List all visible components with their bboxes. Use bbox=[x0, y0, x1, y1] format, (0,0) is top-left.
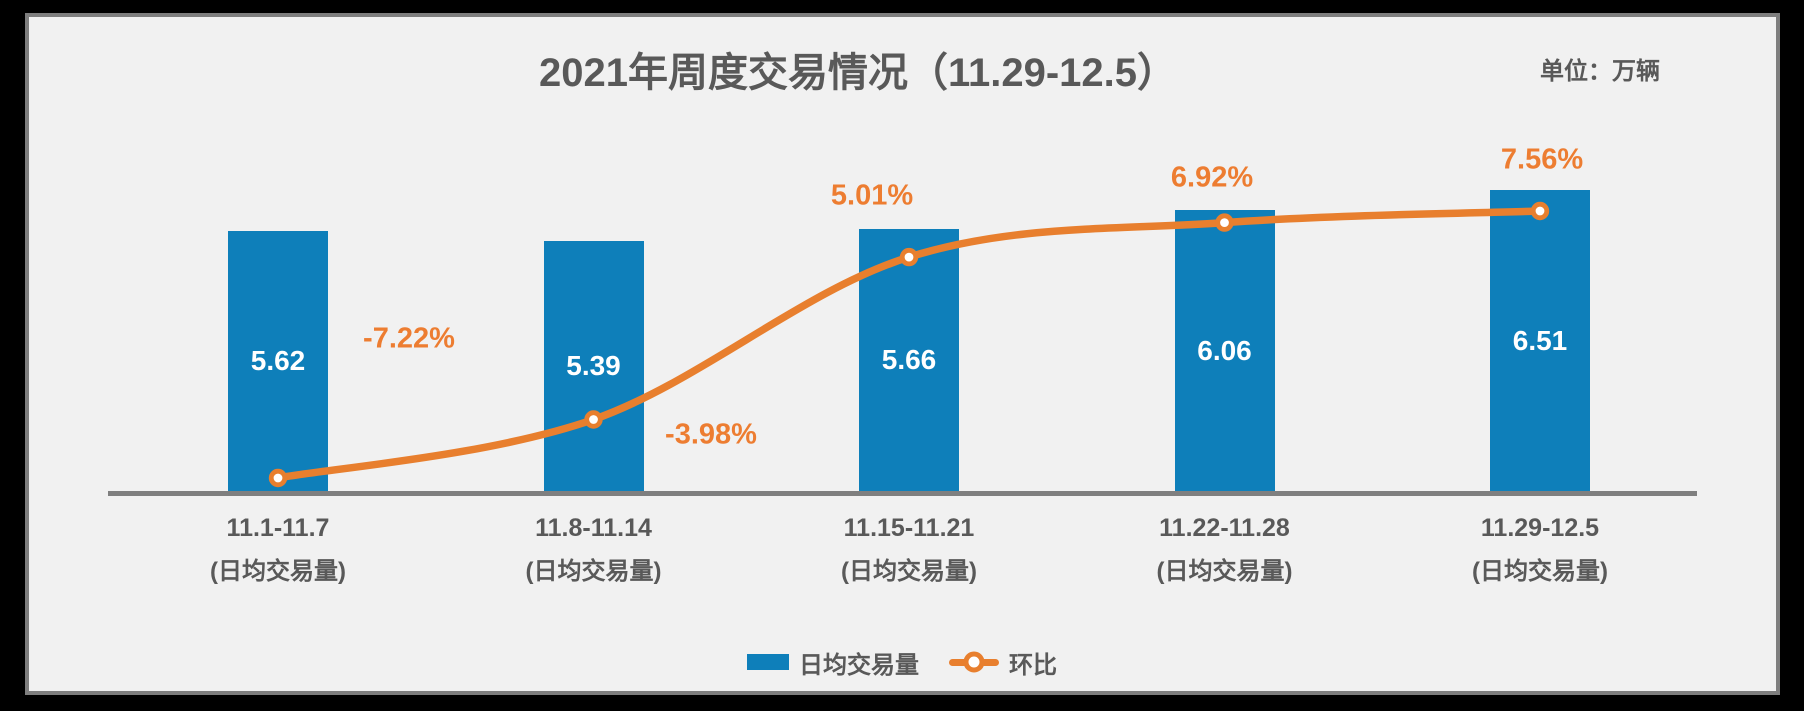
bar-value-label: 5.62 bbox=[250, 345, 306, 376]
line-data-label: -7.22% bbox=[363, 322, 455, 355]
legend-bar-label: 日均交易量 bbox=[799, 651, 919, 679]
x-axis-line bbox=[108, 491, 1697, 496]
line-data-label: 7.56% bbox=[1500, 143, 1584, 176]
bar-value-label: 5.39 bbox=[566, 350, 621, 381]
line-marker-icon bbox=[963, 651, 985, 673]
x-tick-sublabel: (日均交易量) bbox=[525, 558, 662, 585]
chart-title: 2021年周度交易情况（11.29-12.5） bbox=[538, 51, 1178, 95]
x-tick-sublabel: (日均交易量) bbox=[841, 558, 977, 585]
unit-label: 单位：万辆 bbox=[1540, 58, 1660, 85]
legend-item-bar: 日均交易量 bbox=[747, 645, 919, 680]
x-tick-sublabel: (日均交易量) bbox=[210, 558, 346, 585]
bar-value-label: 6.06 bbox=[1197, 334, 1252, 366]
legend-item-line: 环比 bbox=[949, 645, 1057, 680]
bar: 6.51 bbox=[1490, 190, 1590, 491]
line-data-label: 5.01% bbox=[830, 179, 914, 212]
line-series-swatch bbox=[949, 651, 999, 673]
legend-line-label: 环比 bbox=[1009, 651, 1057, 679]
x-tick-sublabel: (日均交易量) bbox=[1156, 558, 1293, 585]
x-tick-label: 11.15-11.21 bbox=[843, 514, 975, 542]
bar: 5.66 bbox=[859, 229, 959, 491]
legend: 日均交易量 环比 bbox=[0, 644, 1804, 680]
x-tick-label: 11.8-11.14 bbox=[535, 514, 652, 542]
bar-value-label: 5.66 bbox=[881, 344, 937, 375]
x-tick-label: 11.22-11.28 bbox=[1159, 514, 1290, 542]
x-tick-sublabel: (日均交易量) bbox=[1472, 558, 1608, 585]
bar-value-label: 6.51 bbox=[1512, 324, 1568, 356]
x-tick-label: 11.29-12.5 bbox=[1480, 514, 1600, 542]
line-data-label: -3.98% bbox=[665, 418, 757, 451]
bar: 5.39 bbox=[543, 241, 644, 491]
line-data-label: 6.92% bbox=[1170, 161, 1254, 194]
bar: 6.06 bbox=[1174, 210, 1275, 491]
x-tick-label: 11.1-11.7 bbox=[226, 514, 330, 542]
bar-series-swatch bbox=[747, 654, 789, 670]
bar: 5.62 bbox=[228, 231, 328, 491]
